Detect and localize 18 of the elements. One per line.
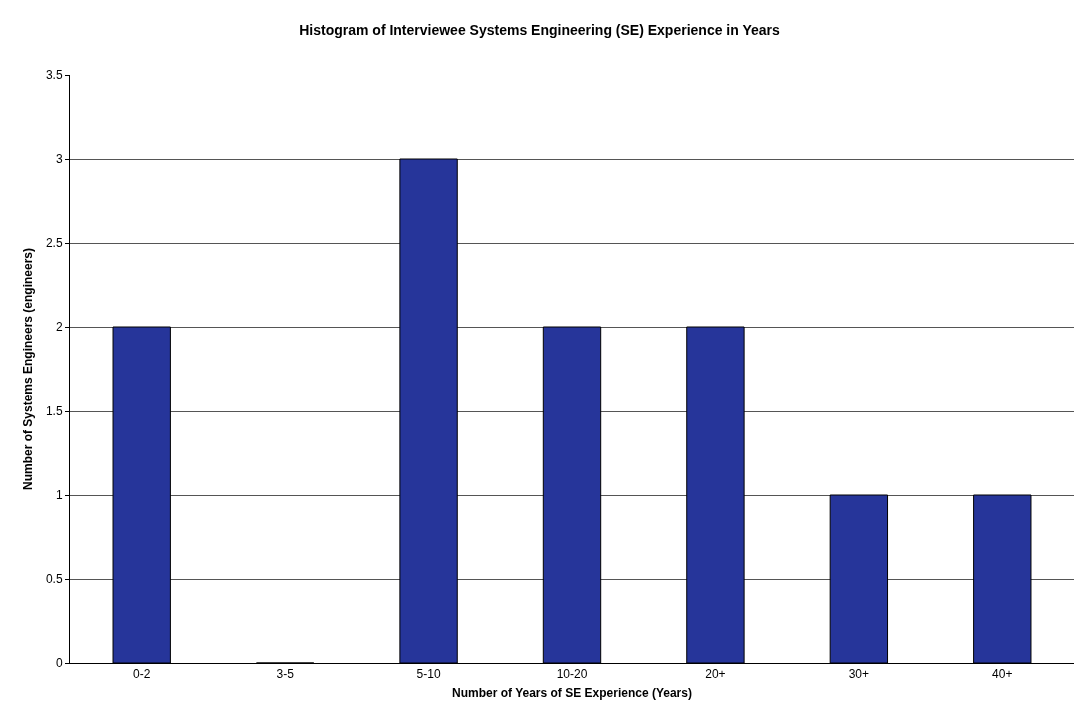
y-tick-label: 1: [55, 488, 63, 503]
y-tick-label: 1.5: [45, 404, 63, 419]
y-axis-title: Number of Systems Engineers (engineers): [21, 247, 36, 491]
x-tick-label: 20+: [705, 667, 726, 682]
x-tick-label: 10-20: [556, 667, 588, 682]
y-tick-label: 0: [55, 656, 63, 671]
x-tick-label: 3-5: [276, 667, 295, 682]
y-tick-label: 3: [55, 152, 63, 167]
x-axis-title: Number of Years of SE Experience (Years): [452, 686, 692, 701]
x-tick-label: 0-2: [133, 667, 151, 682]
chart-title: Histogram of Interviewee Systems Engineering (SE) Experience in Years: [299, 22, 780, 39]
x-tick-label: 5-10: [416, 667, 441, 682]
y-tick-label: 0.5: [45, 572, 63, 587]
x-tick-label: 30+: [848, 667, 870, 682]
y-tick-label: 2.5: [45, 236, 63, 251]
y-tick-label: 3.5: [45, 68, 63, 83]
x-tick-label: 40+: [992, 667, 1013, 682]
y-tick-label: 2: [55, 320, 63, 335]
